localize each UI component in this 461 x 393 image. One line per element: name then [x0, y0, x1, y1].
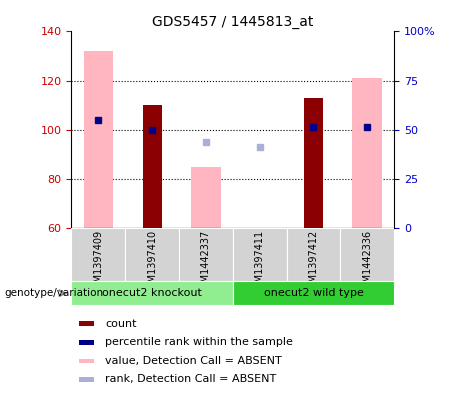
- Text: GSM1442336: GSM1442336: [362, 230, 372, 295]
- Bar: [353, 78, 382, 228]
- Bar: [340, 228, 394, 281]
- Text: onecut2 knockout: onecut2 knockout: [102, 288, 202, 298]
- Bar: [71, 228, 125, 281]
- Bar: [79, 321, 94, 326]
- Text: GSM1397411: GSM1397411: [254, 230, 265, 295]
- Text: genotype/variation: genotype/variation: [5, 288, 104, 298]
- Bar: [191, 167, 221, 228]
- Bar: [79, 340, 94, 345]
- Title: GDS5457 / 1445813_at: GDS5457 / 1445813_at: [152, 15, 313, 29]
- Text: GSM1397410: GSM1397410: [147, 230, 157, 295]
- Bar: [143, 105, 161, 228]
- Text: rank, Detection Call = ABSENT: rank, Detection Call = ABSENT: [105, 375, 277, 384]
- Text: value, Detection Call = ABSENT: value, Detection Call = ABSENT: [105, 356, 282, 366]
- Bar: [287, 228, 340, 281]
- Text: count: count: [105, 319, 137, 329]
- Bar: [233, 281, 394, 305]
- Text: GSM1397409: GSM1397409: [93, 230, 103, 295]
- Text: onecut2 wild type: onecut2 wild type: [264, 288, 363, 298]
- Bar: [71, 281, 233, 305]
- Text: percentile rank within the sample: percentile rank within the sample: [105, 337, 293, 347]
- Bar: [125, 228, 179, 281]
- Bar: [79, 358, 94, 363]
- Bar: [233, 228, 287, 281]
- Text: GSM1397412: GSM1397412: [308, 230, 319, 295]
- Text: GSM1442337: GSM1442337: [201, 230, 211, 295]
- Bar: [79, 377, 94, 382]
- Bar: [83, 51, 113, 228]
- Bar: [179, 228, 233, 281]
- Bar: [304, 98, 323, 228]
